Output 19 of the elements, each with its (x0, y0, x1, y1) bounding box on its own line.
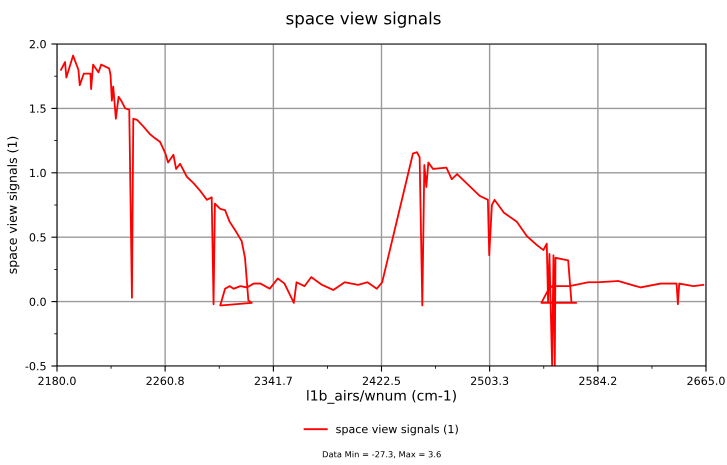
y-tick-label: 1.0 (30, 168, 46, 178)
x-tick-label: 2180.0 (38, 376, 76, 386)
x-tick-label: 2260.8 (146, 376, 184, 386)
x-tick-label: 2665.0 (687, 376, 725, 386)
line-series (60, 54, 704, 366)
x-axis-title: l1b_airs/wnum (cm-1) (307, 390, 456, 404)
x-tick-label: 2422.5 (362, 376, 400, 386)
chart-title: space view signals (286, 12, 441, 28)
y-tick-label: 2.0 (30, 40, 46, 48)
x-tick-label: 2584.2 (579, 376, 616, 386)
y-axis-title: space view signals (1) (7, 136, 20, 274)
legend-label: space view signals (1) (336, 424, 458, 436)
y-tick-label: 1.5 (30, 104, 46, 113)
x-tick-label: 2341.7 (254, 376, 292, 386)
y-tick-label: 0.5 (30, 233, 46, 242)
text: Data Min = -27.3, Max = 3.6 (322, 450, 441, 458)
y-tick-label: -0.5 (25, 362, 46, 370)
y-tick-label: 0.0 (30, 298, 46, 306)
x-tick-label: 2503.3 (470, 376, 508, 386)
